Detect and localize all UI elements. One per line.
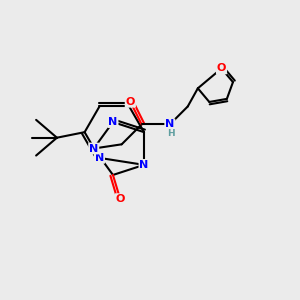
Text: H: H [167, 129, 175, 138]
Text: N: N [95, 153, 104, 163]
Text: N: N [108, 117, 118, 127]
Text: O: O [217, 64, 226, 74]
Text: O: O [126, 97, 135, 107]
Text: O: O [116, 194, 125, 204]
Text: N: N [140, 160, 149, 170]
Text: N: N [165, 119, 175, 129]
Text: N: N [89, 143, 98, 154]
